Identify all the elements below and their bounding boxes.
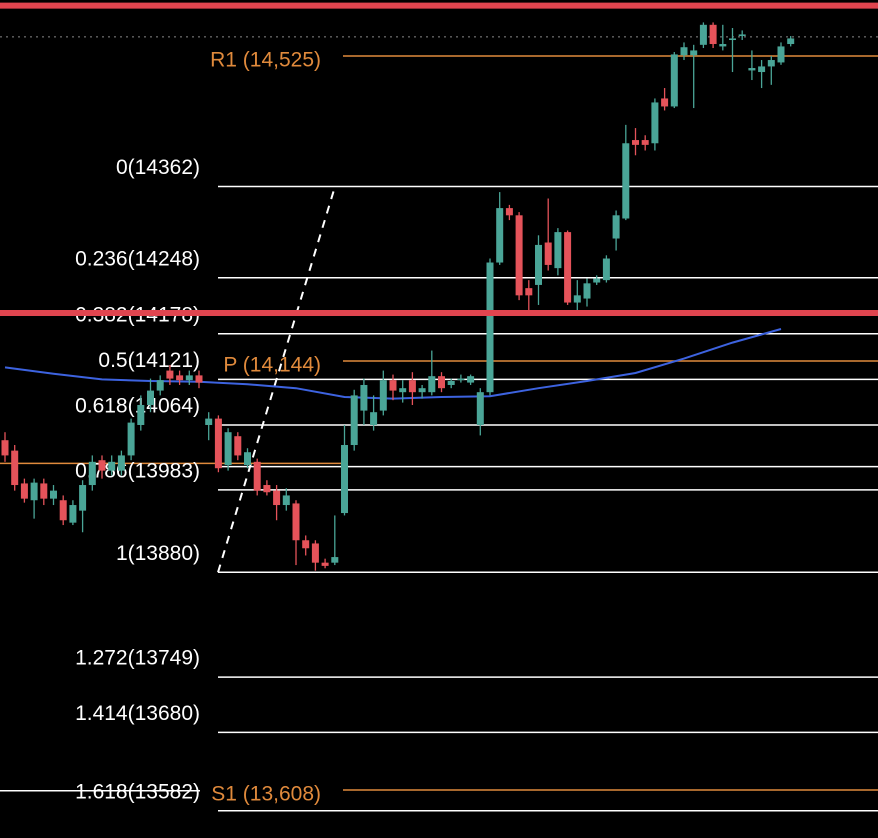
candle-body <box>622 143 630 219</box>
candle-body <box>661 98 669 107</box>
candle-body <box>709 24 717 45</box>
candle-body <box>176 375 184 381</box>
candle-body <box>612 215 620 239</box>
candle-body <box>505 208 513 216</box>
candle-body <box>719 44 727 47</box>
candle-body <box>525 288 533 296</box>
candle-body <box>244 452 251 466</box>
fib-label: 0.786(13983) <box>75 459 200 482</box>
candle-body <box>224 432 232 466</box>
candle-body <box>331 557 339 563</box>
candle-body <box>554 232 562 269</box>
candle-body <box>282 495 290 506</box>
candle-body <box>234 436 242 456</box>
candle-body <box>699 24 707 45</box>
candle-body <box>583 283 591 299</box>
candle-body <box>69 505 77 523</box>
candle-body <box>447 380 455 385</box>
candle-body <box>408 380 416 393</box>
candle-body <box>787 38 795 45</box>
candle-body <box>205 418 213 426</box>
candle-body <box>418 388 426 393</box>
candle-body <box>544 242 552 265</box>
candle-body <box>399 388 407 393</box>
candle-body <box>496 208 504 263</box>
candle-body <box>253 461 261 491</box>
fib-label: 1.618(13582) <box>75 780 200 803</box>
candle-body <box>302 540 310 549</box>
candle-body <box>467 376 475 383</box>
fib-label: 1(13880) <box>116 542 200 565</box>
candle-body <box>117 455 125 471</box>
candle-body <box>341 445 348 514</box>
candle-body <box>79 485 87 511</box>
candle-body <box>59 500 67 521</box>
fib-label: 0(14362) <box>116 156 200 179</box>
candle-body <box>389 380 397 391</box>
fib-trend-line <box>217 186 336 573</box>
candle-body <box>748 68 756 71</box>
candle-body <box>214 418 222 469</box>
candle-body <box>292 503 300 541</box>
candle-body <box>185 375 193 381</box>
candle-body <box>20 483 28 499</box>
candle-body <box>535 244 542 285</box>
candle-body <box>370 412 378 426</box>
candle-body <box>632 140 639 145</box>
candle-body <box>767 60 775 67</box>
candle-body <box>602 258 610 281</box>
pivot-label: S1 (13,608) <box>211 783 321 806</box>
candle-body <box>273 490 281 506</box>
candle-body <box>156 380 164 391</box>
candle-body <box>428 376 436 393</box>
candle-body <box>777 46 785 63</box>
candle-body <box>457 378 465 381</box>
candle-body <box>360 384 368 411</box>
candle-body <box>350 395 358 446</box>
candle-body <box>476 392 484 426</box>
candle-body <box>50 490 57 499</box>
candle-body <box>30 482 38 501</box>
candle-body <box>438 376 445 389</box>
candle-body <box>11 450 19 486</box>
candle-body <box>88 461 96 486</box>
candle-body <box>564 232 572 303</box>
candle-body <box>137 404 145 426</box>
pivot-label: P (14,144) <box>223 354 321 377</box>
candle-body <box>670 54 678 107</box>
candle-body <box>729 38 736 41</box>
fib-label: 1.414(13680) <box>75 702 200 725</box>
candle-body <box>573 295 581 303</box>
fib-label: 1.272(13749) <box>75 647 200 670</box>
candle-body <box>680 47 688 56</box>
candle-body <box>127 422 135 456</box>
candle-body <box>1 440 9 456</box>
candle-body <box>593 278 601 283</box>
candle-body <box>758 66 766 73</box>
candle-body <box>690 50 698 56</box>
candle-body <box>98 460 106 471</box>
fib-label: 0.5(14121) <box>98 349 200 372</box>
candle-body <box>641 140 649 145</box>
candle-body <box>486 262 494 393</box>
candle-body <box>147 390 154 405</box>
candle-body <box>515 215 523 296</box>
candle-body <box>379 380 387 411</box>
candle-body <box>40 483 48 499</box>
candle-body <box>321 562 329 566</box>
pivot-label: R1 (14,525) <box>210 49 321 72</box>
candle-body <box>166 370 174 379</box>
candle-body <box>651 102 659 144</box>
candle-body <box>311 543 319 563</box>
candle-body <box>195 375 203 383</box>
candle-body <box>738 34 746 37</box>
fib-label: 0.236(14248) <box>75 247 200 270</box>
candle-body <box>263 485 271 493</box>
candle-body <box>108 461 116 471</box>
